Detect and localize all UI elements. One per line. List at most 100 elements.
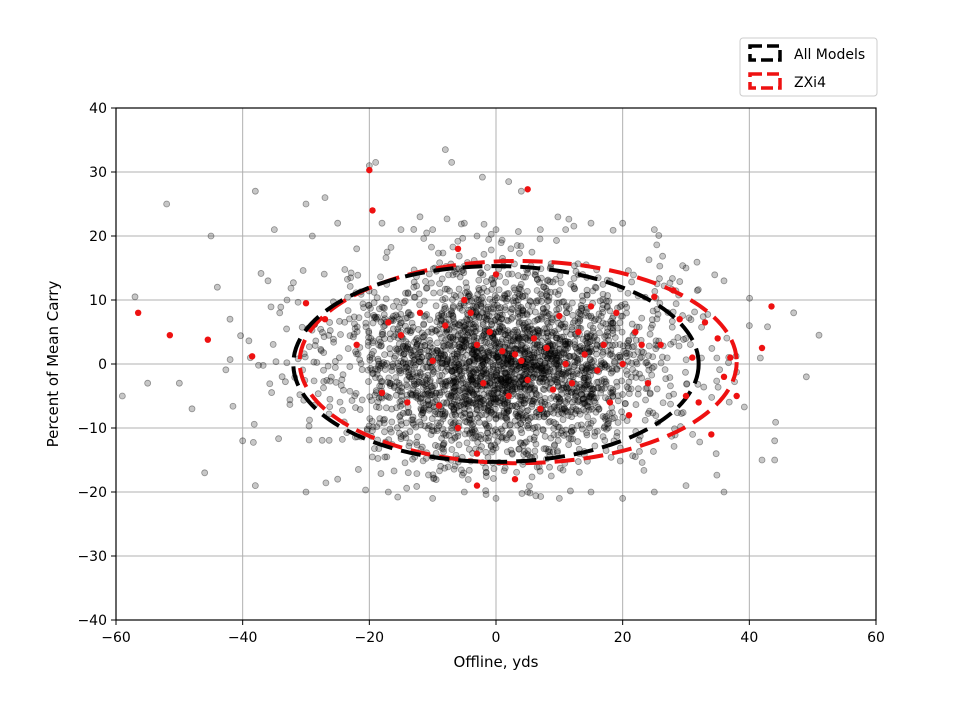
all-models-point (381, 453, 389, 461)
all-models-point (490, 475, 497, 482)
all-models-point (541, 432, 549, 440)
all-models-point (455, 360, 462, 368)
all-models-point (438, 334, 445, 341)
all-models-point (463, 288, 471, 296)
all-models-point (401, 355, 408, 363)
y-tick-label: 30 (89, 165, 107, 181)
all-models-point (543, 292, 551, 300)
all-models-point (267, 303, 275, 311)
all-models-point (371, 365, 379, 373)
all-models-point (413, 470, 421, 478)
all-models-point (520, 325, 528, 333)
zxi4-point (467, 309, 474, 316)
all-models-point (459, 374, 467, 382)
all-models-point (418, 329, 426, 337)
all-models-point (393, 424, 401, 432)
x-tick-label: 0 (492, 630, 501, 646)
all-models-point (440, 430, 447, 438)
all-models-point (618, 302, 625, 309)
all-models-point (497, 239, 505, 247)
all-models-point (369, 337, 377, 345)
all-models-point (653, 385, 661, 393)
all-models-point (568, 299, 576, 307)
all-models-point (464, 476, 472, 483)
all-models-point (545, 293, 553, 301)
all-models-point (406, 345, 413, 353)
all-models-point (409, 323, 417, 331)
all-models-point (587, 392, 595, 400)
all-models-point (487, 343, 494, 350)
all-models-point (497, 425, 505, 433)
all-models-point (575, 397, 583, 405)
all-models-point (696, 438, 704, 446)
all-models-point (461, 336, 469, 344)
all-models-point (618, 377, 626, 385)
all-models-point (592, 408, 600, 416)
all-models-point (477, 337, 485, 345)
all-models-point (654, 310, 662, 318)
all-models-point (444, 341, 452, 349)
all-models-point (377, 273, 384, 281)
all-models-point (415, 350, 422, 357)
all-models-point (558, 405, 566, 413)
all-models-point (518, 383, 526, 390)
all-models-point (591, 428, 599, 436)
all-models-point (458, 398, 466, 406)
all-models-point (537, 363, 545, 371)
all-models-point (579, 384, 586, 392)
all-models-point (417, 395, 425, 403)
all-models-point (574, 318, 582, 326)
all-models-point (401, 365, 409, 372)
all-models-point (373, 315, 381, 323)
all-models-point (504, 398, 511, 406)
all-models-point (670, 390, 678, 398)
all-models-point (475, 286, 483, 294)
all-models-point (489, 279, 497, 287)
all-models-point (424, 387, 431, 395)
all-models-point (554, 379, 561, 386)
zxi4-point (248, 353, 256, 360)
all-models-point (439, 360, 447, 368)
all-models-point (491, 335, 499, 343)
all-models-point (344, 275, 351, 283)
all-models-point (562, 346, 570, 354)
all-models-point (392, 391, 400, 399)
all-models-point (416, 379, 423, 386)
all-models-point (576, 317, 584, 325)
all-models-point (451, 320, 459, 328)
all-models-point (618, 328, 626, 336)
all-models-point (482, 469, 490, 476)
all-models-point (515, 380, 523, 388)
all-models-point (472, 295, 479, 302)
all-models-point (321, 194, 329, 202)
all-models-point (518, 490, 526, 497)
all-models-point (589, 417, 597, 425)
all-models-point (532, 492, 540, 500)
all-models-point (445, 392, 453, 400)
all-models-point (518, 429, 526, 437)
all-models-point (421, 358, 429, 365)
all-models-point (515, 307, 522, 315)
all-models-point (477, 404, 485, 412)
all-models-point (480, 284, 488, 292)
all-models-point (584, 420, 592, 428)
all-models-point (456, 366, 464, 374)
all-models-point (642, 359, 650, 367)
all-models-point (638, 374, 646, 382)
all-models-point (480, 370, 487, 377)
all-models-point (492, 400, 499, 408)
all-models-point (301, 353, 309, 361)
all-models-point (477, 296, 485, 304)
all-models-point (441, 285, 449, 293)
all-models-point (460, 367, 468, 375)
all-models-point (501, 295, 508, 302)
all-models-point (510, 328, 518, 336)
all-models-point (437, 419, 445, 427)
all-models-point (564, 338, 572, 346)
all-models-point (448, 342, 455, 350)
all-models-point (507, 421, 514, 429)
all-models-point (587, 356, 594, 363)
all-models-point (609, 392, 617, 400)
all-models-point (625, 344, 632, 352)
zxi4-point (543, 344, 550, 352)
